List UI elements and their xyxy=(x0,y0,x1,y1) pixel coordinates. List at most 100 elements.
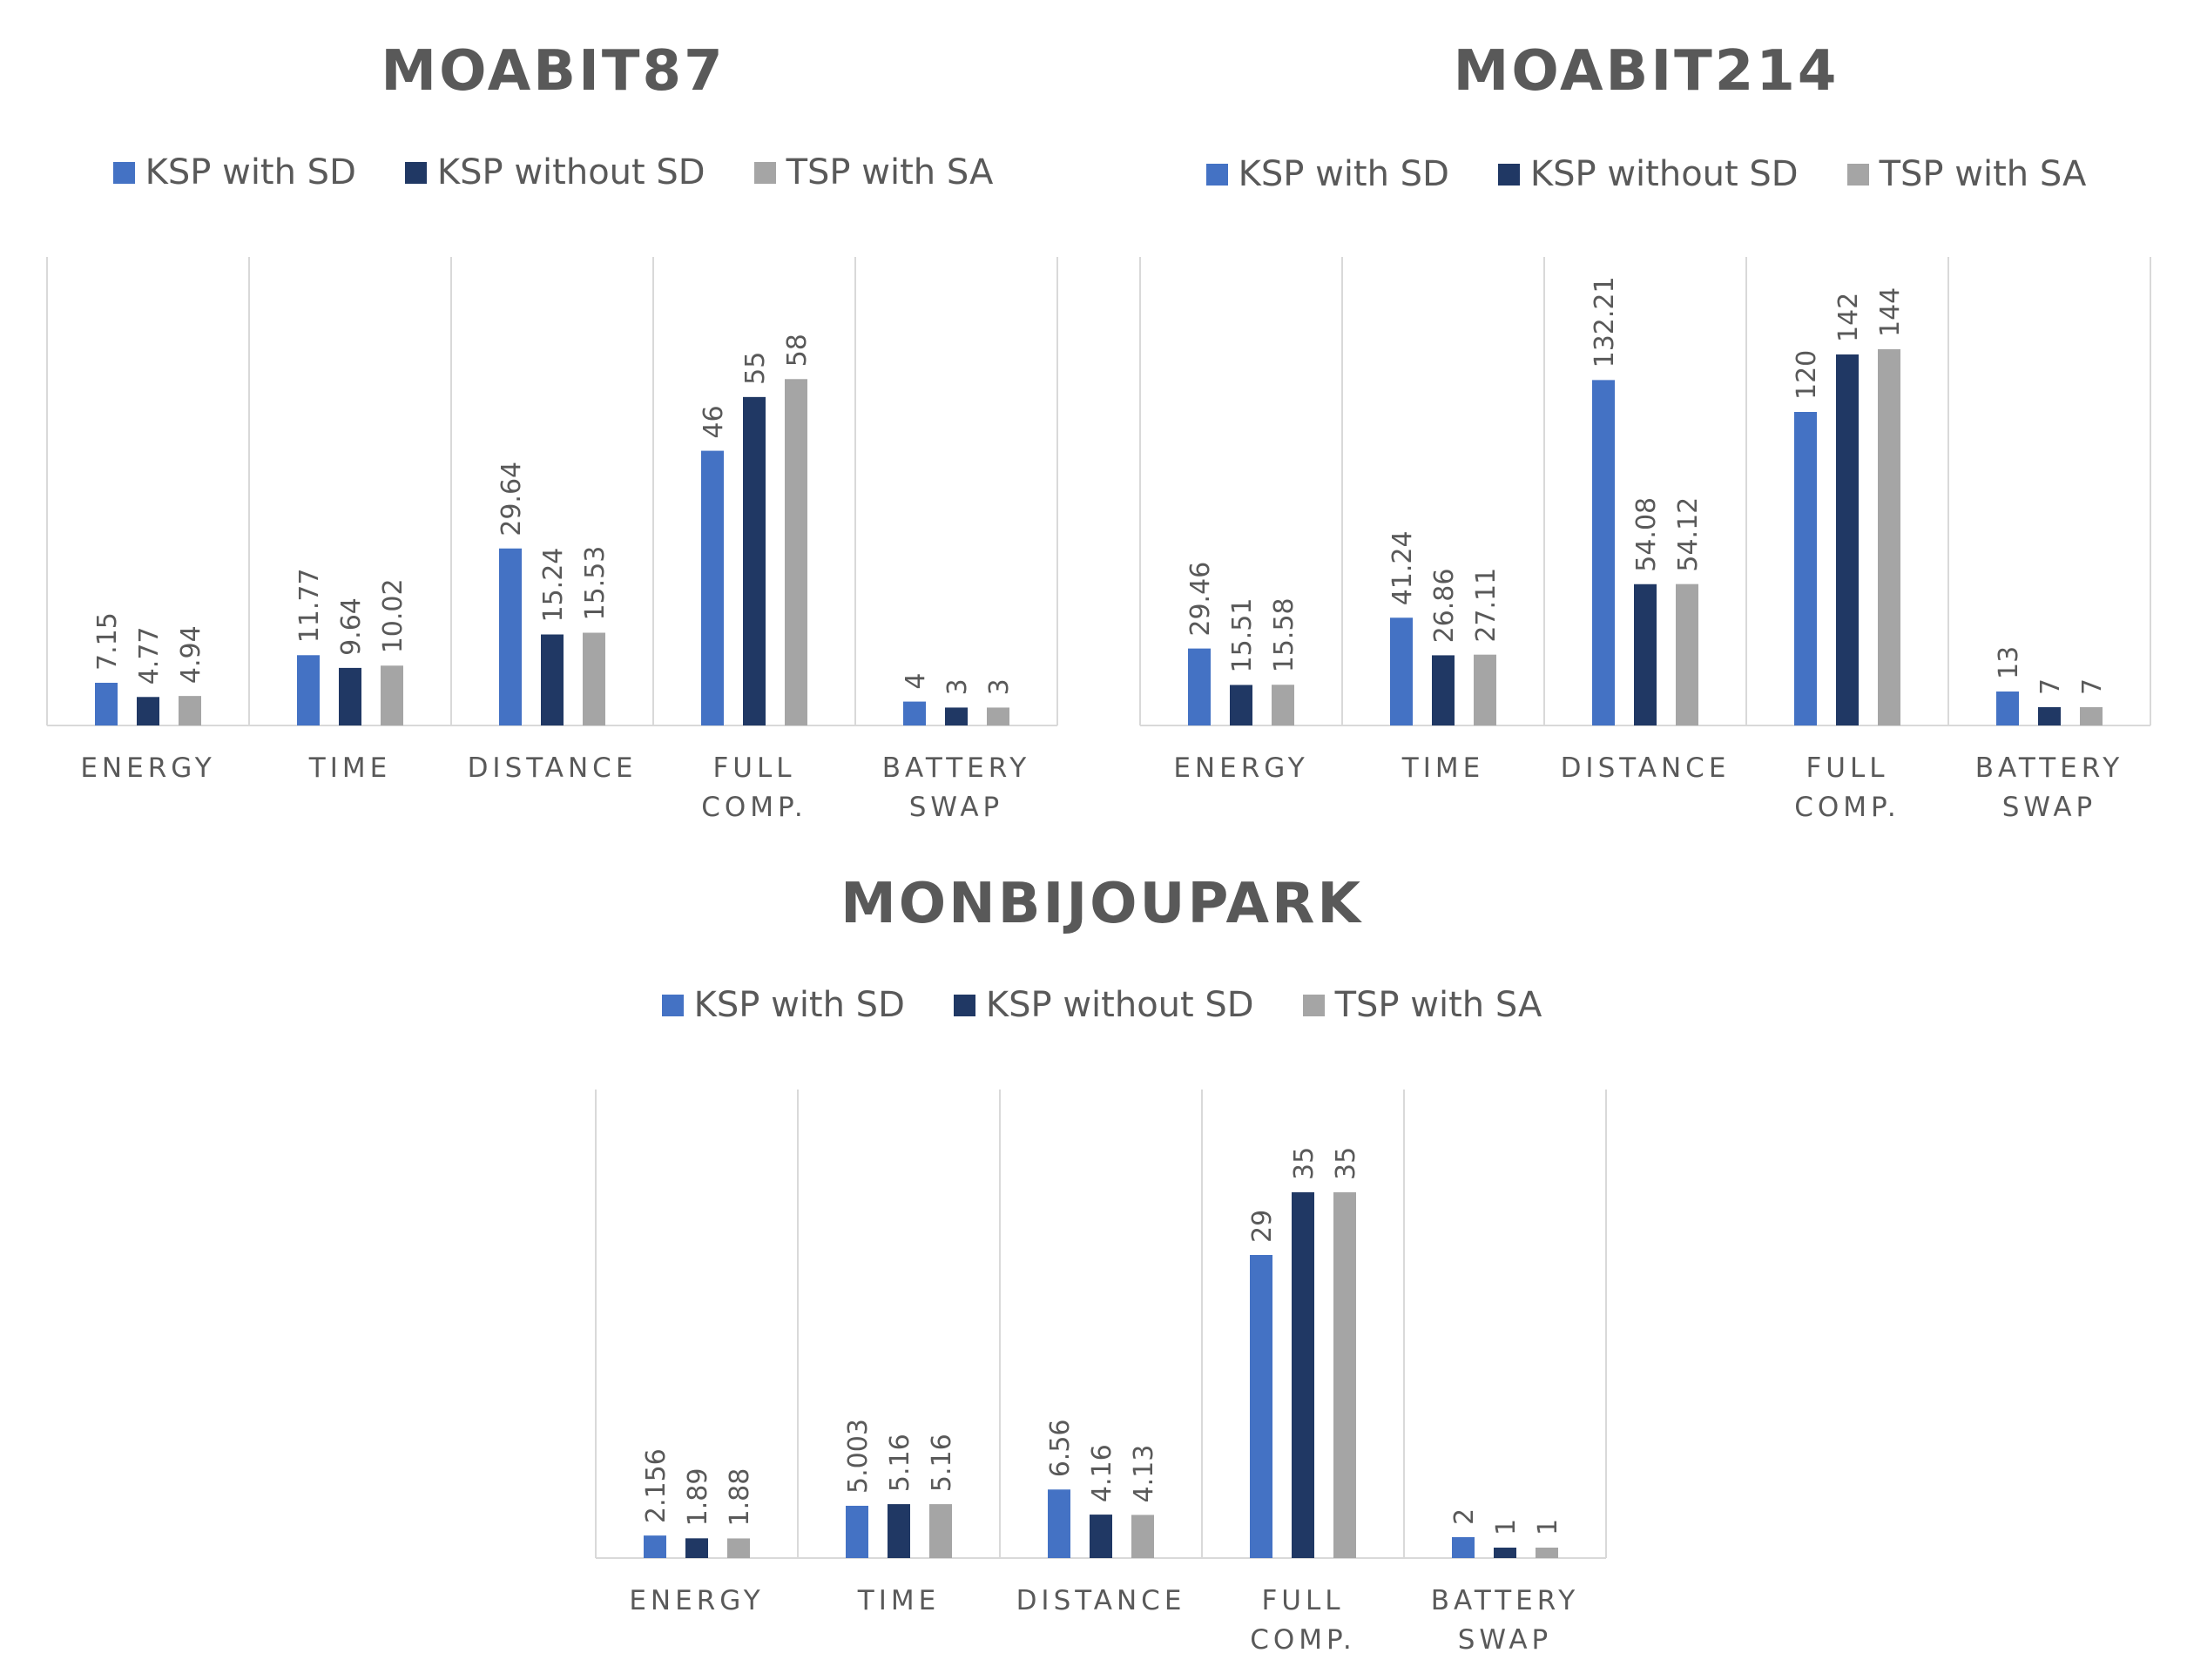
data-label: 7 xyxy=(2077,678,2108,695)
chart-title: MONBIJOUPARK xyxy=(840,872,1363,936)
legend-swatch xyxy=(953,994,975,1016)
data-label: 3 xyxy=(942,678,973,695)
bar-tsp-with-sa-distance xyxy=(1131,1515,1154,1558)
category-label: FULL xyxy=(1261,1585,1344,1616)
data-label: 4.13 xyxy=(1129,1445,1159,1503)
legend-swatch xyxy=(1302,994,1325,1016)
bar-ksp-without-sd-full-comp xyxy=(1836,354,1859,725)
chart-title: MOABIT87 xyxy=(381,39,726,104)
legend-swatch xyxy=(404,161,427,184)
category-label: COMP. xyxy=(701,792,807,823)
bar-ksp-without-sd-distance xyxy=(1634,584,1657,725)
data-label: 144 xyxy=(1875,287,1906,337)
data-label: 15.58 xyxy=(1269,597,1299,672)
data-label: 1.89 xyxy=(683,1468,713,1527)
category-label: TIME xyxy=(308,752,391,784)
data-label: 54.08 xyxy=(1631,497,1662,572)
legend-item-ksp-without-sd: KSP without SD xyxy=(1497,154,1799,194)
legend: KSP with SD KSP without SD TSP with SA xyxy=(592,985,1611,1025)
data-label: 29 xyxy=(1247,1210,1278,1243)
bar-tsp-with-sa-energy xyxy=(727,1538,750,1558)
data-label: 26.86 xyxy=(1429,569,1460,644)
category-label: TIME xyxy=(1401,752,1484,784)
legend: KSP with SD KSP without SD TSP with SA xyxy=(1137,154,2156,194)
legend-item-tsp-with-sa: TSP with SA xyxy=(753,152,993,192)
data-label: 4.77 xyxy=(134,626,165,685)
category-label: ENERGY xyxy=(80,752,215,784)
data-label: 35 xyxy=(1331,1147,1361,1180)
data-label: 41.24 xyxy=(1387,530,1418,605)
data-label: 120 xyxy=(1792,350,1822,400)
bar-tsp-with-sa-energy xyxy=(179,696,201,725)
data-label: 5.16 xyxy=(927,1434,957,1492)
data-label: 4.94 xyxy=(176,625,206,684)
category-label: DISTANCE xyxy=(1016,1585,1186,1616)
category-label: COMP. xyxy=(1250,1624,1356,1656)
data-label: 46 xyxy=(699,405,729,438)
data-label: 29.64 xyxy=(496,462,527,536)
plot-area: 29.46 15.51 15.58 ENERGY 41.24 26.86 27.11 TIME… xyxy=(1139,257,2151,823)
legend-item-ksp-with-sd: KSP with SD xyxy=(1205,154,1449,194)
bar-ksp-with-sd-full-comp xyxy=(1794,412,1817,725)
legend: KSP with SD KSP without SD TSP with SA xyxy=(44,152,1063,192)
legend-swatch xyxy=(1497,163,1520,186)
legend-item-tsp-with-sa: TSP with SA xyxy=(1846,154,2086,194)
bar-ksp-with-sd-energy xyxy=(95,682,118,725)
data-label: 54.12 xyxy=(1673,497,1704,572)
data-label: 9.64 xyxy=(336,597,367,656)
bar-ksp-without-sd-battery-swap xyxy=(2038,707,2061,725)
data-label: 2 xyxy=(1449,1508,1480,1525)
data-label: 15.51 xyxy=(1227,598,1258,673)
data-label: 4 xyxy=(901,672,931,689)
bar-ksp-without-sd-full-comp xyxy=(1292,1192,1314,1558)
bar-ksp-with-sd-battery-swap xyxy=(1452,1537,1475,1558)
data-label: 142 xyxy=(1833,293,1864,342)
data-label: 1 xyxy=(1533,1519,1563,1535)
chart-title: MOABIT214 xyxy=(1453,39,1839,104)
bar-tsp-with-sa-distance xyxy=(583,632,605,725)
bar-tsp-with-sa-time xyxy=(1474,654,1496,725)
bar-ksp-with-sd-time xyxy=(846,1505,868,1558)
data-label: 15.53 xyxy=(580,546,611,621)
bar-ksp-with-sd-distance xyxy=(1048,1489,1070,1558)
category-label: BATTERY xyxy=(882,752,1030,784)
data-label: 5.16 xyxy=(885,1434,915,1492)
bar-ksp-without-sd-time xyxy=(1432,655,1455,725)
bar-ksp-without-sd-battery-swap xyxy=(945,707,968,725)
category-label: BATTERY xyxy=(1975,752,2123,784)
data-label: 7.15 xyxy=(92,612,123,671)
bar-ksp-without-sd-distance xyxy=(1090,1515,1112,1558)
bar-ksp-without-sd-energy xyxy=(137,697,159,725)
chart-moabit214: MOABIT214 KSP with SD KSP without SD TSP w… xyxy=(1137,35,2156,836)
data-label: 58 xyxy=(782,334,813,367)
data-label: 10.02 xyxy=(378,578,408,653)
bar-tsp-with-sa-full-comp xyxy=(1333,1192,1356,1558)
bar-tsp-with-sa-battery-swap xyxy=(2080,707,2103,725)
data-label: 55 xyxy=(740,352,771,385)
legend-label: KSP with SD xyxy=(1238,154,1449,194)
data-label: 3 xyxy=(984,678,1015,695)
category-label: SWAP xyxy=(2002,792,2097,823)
bar-ksp-without-sd-time xyxy=(888,1504,910,1558)
category-label: ENERGY xyxy=(629,1585,764,1616)
bar-ksp-without-sd-energy xyxy=(1230,685,1252,725)
legend-item-tsp-with-sa: TSP with SA xyxy=(1302,985,1542,1025)
plot-area: 7.15 4.77 4.94 ENERGY 11.77 9.64 10.02 TIME 29.6… xyxy=(46,257,1058,823)
bar-ksp-with-sd-energy xyxy=(644,1535,666,1558)
legend-label: TSP with SA xyxy=(1334,985,1542,1025)
data-label: 6.56 xyxy=(1045,1419,1076,1477)
bar-ksp-without-sd-time xyxy=(339,667,361,725)
legend-label: KSP without SD xyxy=(985,985,1254,1025)
category-label: COMP. xyxy=(1794,792,1900,823)
bar-ksp-with-sd-distance xyxy=(1592,380,1615,725)
legend-label: KSP with SD xyxy=(693,985,905,1025)
data-label: 4.16 xyxy=(1087,1444,1117,1502)
bar-ksp-with-sd-battery-swap xyxy=(903,701,926,725)
bar-tsp-with-sa-time xyxy=(381,665,403,725)
data-label: 15.24 xyxy=(538,548,569,623)
bar-tsp-with-sa-time xyxy=(929,1504,952,1558)
bar-ksp-without-sd-full-comp xyxy=(743,396,766,725)
bar-tsp-with-sa-battery-swap xyxy=(987,707,1009,725)
category-label: DISTANCE xyxy=(468,752,638,784)
chart-moabit87: MOABIT87 KSP with SD KSP without SD TSP wi… xyxy=(44,35,1063,836)
